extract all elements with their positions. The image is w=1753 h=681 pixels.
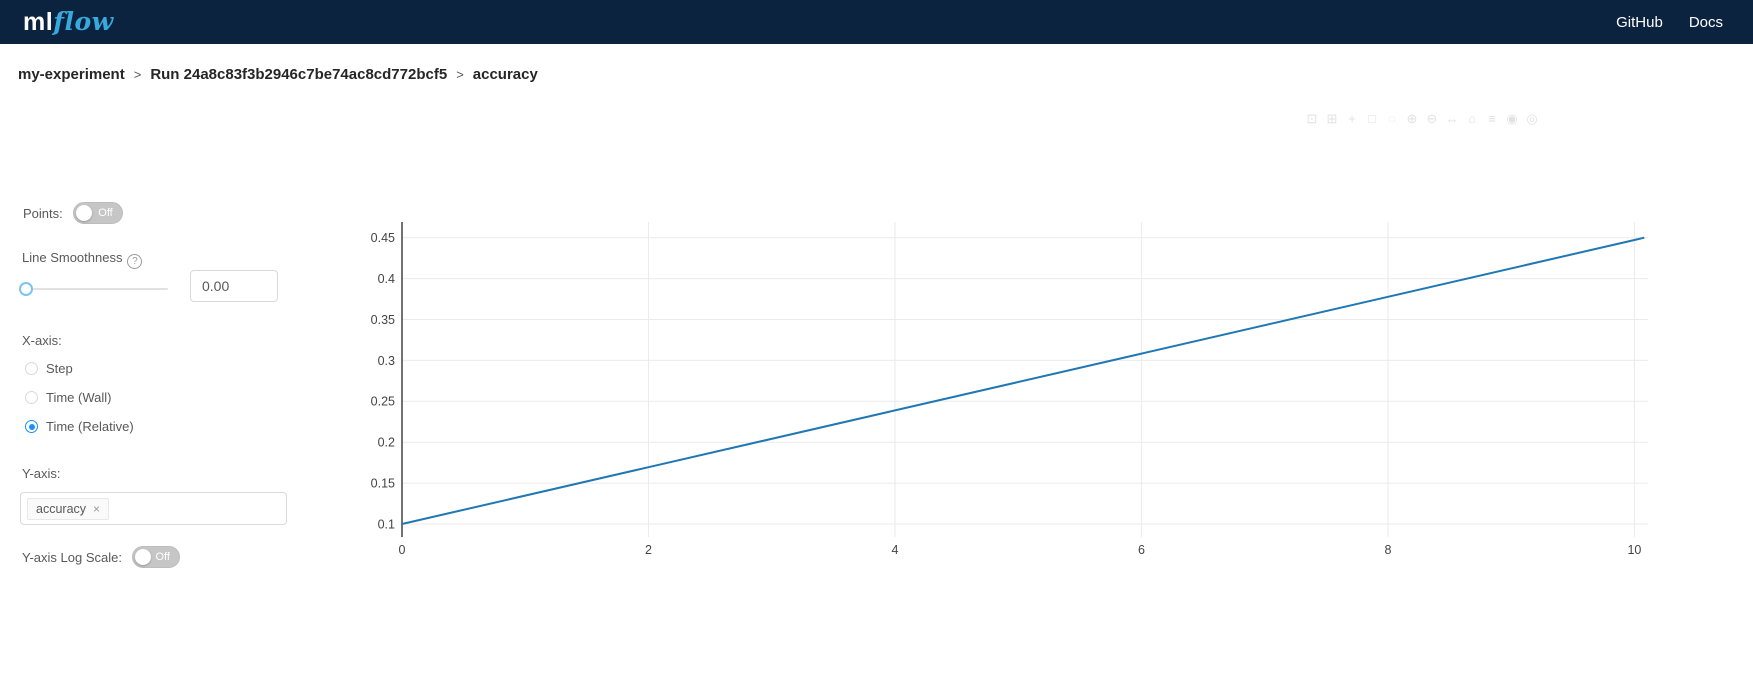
- hover-closest-icon[interactable]: ◉: [1506, 111, 1518, 126]
- x-tick-label: 4: [892, 543, 899, 557]
- zoom-out-icon[interactable]: ⊖: [1426, 111, 1438, 126]
- radio-button-icon[interactable]: [25, 391, 38, 404]
- zoom-in-icon[interactable]: ⊕: [1406, 111, 1418, 126]
- metric-line-accuracy[interactable]: [401, 236, 1645, 525]
- y-tick-label: 0.2: [378, 436, 395, 450]
- y-axis-metric-tag: accuracy ×: [27, 497, 110, 520]
- log-scale-control-row: Y-axis Log Scale: Off: [22, 546, 180, 568]
- radio-button-icon[interactable]: [25, 420, 38, 433]
- reset-axes-icon[interactable]: ⌂: [1468, 111, 1476, 126]
- help-icon[interactable]: ?: [127, 254, 143, 269]
- radio-label: Time (Wall): [46, 390, 112, 405]
- y-tick-label: 0.3: [378, 354, 395, 368]
- x-axis-option-time-wall[interactable]: Time (Wall): [25, 390, 111, 405]
- zoom-icon[interactable]: ⊞: [1326, 111, 1338, 126]
- toggle-knob: [134, 549, 151, 565]
- camera-icon[interactable]: ⊡: [1306, 111, 1318, 126]
- y-tick-label: 0.1: [378, 517, 395, 531]
- pan-icon[interactable]: +: [1348, 111, 1356, 126]
- y-axis-select[interactable]: accuracy ×: [20, 492, 287, 525]
- y-axis-label: Y-axis:: [22, 466, 61, 481]
- y-tick-label: 0.25: [371, 395, 395, 409]
- logo-flow-text: flow: [53, 7, 114, 36]
- radio-label: Step: [46, 361, 73, 376]
- breadcrumb-item[interactable]: Run 24a8c83f3b2946c7be74ac8cd772bcf5: [150, 66, 448, 83]
- mlflow-logo: ml flow: [23, 7, 114, 37]
- x-axis-option-step[interactable]: Step: [25, 361, 73, 376]
- breadcrumb: my-experiment > Run 24a8c83f3b2946c7be74ac…: [18, 66, 538, 83]
- x-axis-option-time-relative[interactable]: Time (Relative): [25, 419, 134, 434]
- log-scale-toggle-state: Off: [155, 551, 170, 563]
- x-tick-label: 10: [1627, 543, 1641, 557]
- log-scale-toggle[interactable]: Off: [131, 546, 180, 568]
- radio-button-icon[interactable]: [25, 362, 38, 375]
- nav-links: GitHub Docs: [1616, 14, 1723, 31]
- log-scale-label: Y-axis Log Scale:: [22, 549, 122, 565]
- nav-link-docs[interactable]: Docs: [1688, 13, 1723, 31]
- autoscale-icon[interactable]: ↔: [1445, 111, 1459, 126]
- nav-link-github[interactable]: GitHub: [1616, 13, 1663, 31]
- box-select-icon[interactable]: □: [1368, 111, 1376, 126]
- logo-ml-text: ml: [23, 8, 54, 36]
- points-toggle[interactable]: Off: [72, 202, 123, 224]
- line-smoothness-input[interactable]: [190, 270, 278, 302]
- x-tick-label: 6: [1138, 543, 1145, 557]
- points-label: Points:: [23, 205, 63, 221]
- x-axis-label: X-axis:: [22, 333, 62, 348]
- metric-line-chart[interactable]: 0.1 0.15 0.2 0.25 0.3 0.35 0.4 0.45 0 2 4 6 8 10: [340, 200, 1700, 570]
- line-smoothness-slider-handle[interactable]: [19, 282, 33, 296]
- toggle-knob: [75, 205, 92, 221]
- points-toggle-state: Off: [98, 207, 113, 219]
- y-tick-label: 0.15: [371, 476, 395, 490]
- x-tick-label: 8: [1384, 543, 1391, 557]
- metric-tag-label: accuracy: [36, 501, 87, 516]
- remove-tag-icon[interactable]: ×: [93, 501, 101, 516]
- top-navbar: ml flow GitHub Docs: [0, 0, 1753, 44]
- hover-compare-icon[interactable]: ◎: [1526, 111, 1538, 126]
- breadcrumb-separator: >: [133, 67, 142, 82]
- points-control-row: Points: Off: [23, 202, 123, 224]
- breadcrumb-item[interactable]: my-experiment: [18, 66, 125, 83]
- lasso-select-icon[interactable]: ◌: [1388, 111, 1396, 126]
- plotly-modebar: ⊡ ⊞ + □ ◌ ⊕ ⊖ ↔ ⌂ ≡ ◉ ◎: [1305, 111, 1539, 127]
- line-smoothness-label: Line Smoothness?: [22, 250, 143, 269]
- radio-label: Time (Relative): [46, 419, 134, 434]
- line-smoothness-slider-rail[interactable]: [20, 288, 168, 290]
- y-tick-label: 0.35: [371, 313, 395, 327]
- y-tick-label: 0.45: [371, 231, 395, 245]
- x-tick-label: 2: [645, 543, 652, 557]
- x-tick-label: 0: [399, 543, 406, 557]
- y-tick-label: 0.4: [378, 272, 395, 286]
- breadcrumb-separator: >: [456, 67, 464, 82]
- breadcrumb-item: accuracy: [472, 66, 538, 83]
- toggle-spikelines-icon[interactable]: ≡: [1488, 111, 1496, 126]
